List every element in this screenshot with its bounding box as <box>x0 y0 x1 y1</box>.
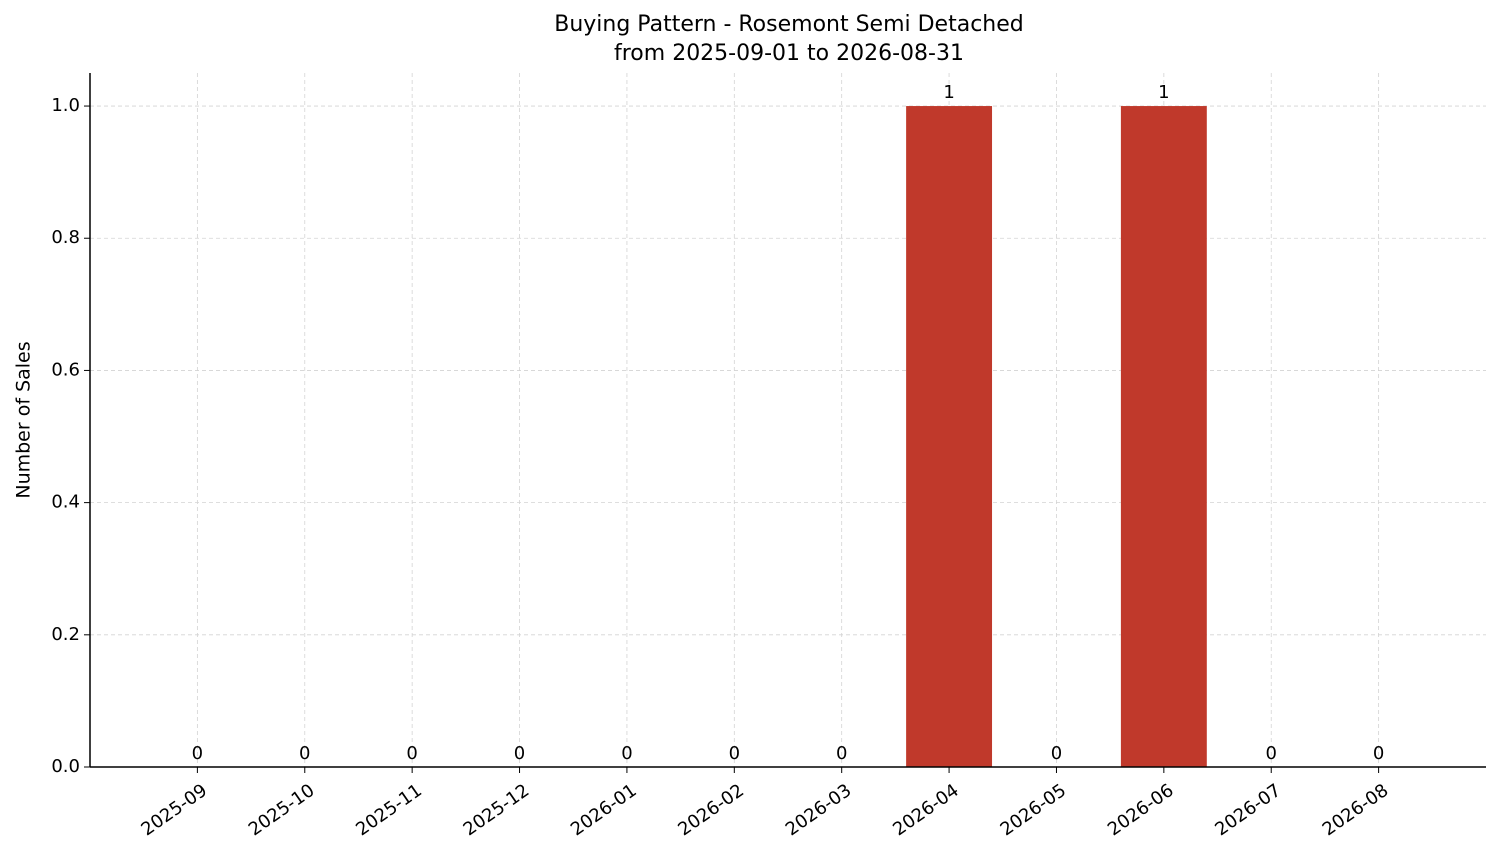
value-label: 0 <box>514 743 525 764</box>
value-label: 0 <box>192 743 203 764</box>
x-tick-label: 2026-04 <box>889 780 963 840</box>
value-label: 0 <box>1373 743 1384 764</box>
x-tick-label: 2026-02 <box>674 780 748 840</box>
x-tick-label: 2025-09 <box>137 780 211 840</box>
value-label: 1 <box>943 82 954 103</box>
value-label: 1 <box>1158 82 1169 103</box>
x-tick-label: 2025-12 <box>460 780 534 840</box>
y-tick-label: 0.0 <box>51 756 80 777</box>
bar <box>906 106 993 768</box>
y-tick-label: 0.6 <box>51 359 80 380</box>
value-label: 0 <box>1266 743 1277 764</box>
value-label: 0 <box>729 743 740 764</box>
x-tick-label: 2026-03 <box>782 780 856 840</box>
bar <box>1120 106 1207 768</box>
value-label: 0 <box>299 743 310 764</box>
value-label: 0 <box>621 743 632 764</box>
y-tick-label: 1.0 <box>51 95 80 116</box>
value-label: 0 <box>406 743 417 764</box>
x-tick-label: 2026-01 <box>567 780 641 840</box>
value-label: 0 <box>1051 743 1062 764</box>
x-tick-label: 2026-05 <box>997 780 1071 840</box>
value-label: 0 <box>836 743 847 764</box>
y-tick-label: 0.2 <box>51 624 80 645</box>
x-tick-label: 2025-10 <box>245 780 319 840</box>
y-tick-label: 0.4 <box>51 492 80 513</box>
x-tick-label: 2026-07 <box>1211 780 1285 840</box>
y-tick-label: 0.8 <box>51 227 80 248</box>
chart-subtitle: from 2025-09-01 to 2026-08-31 <box>614 41 964 66</box>
x-tick-label: 2026-06 <box>1104 780 1178 840</box>
chart-title: Buying Pattern - Rosemont Semi Detached <box>554 12 1024 37</box>
y-axis-label: Number of Sales <box>13 341 35 498</box>
x-tick-label: 2025-11 <box>352 780 426 840</box>
x-tick-label: 2026-08 <box>1319 780 1393 840</box>
